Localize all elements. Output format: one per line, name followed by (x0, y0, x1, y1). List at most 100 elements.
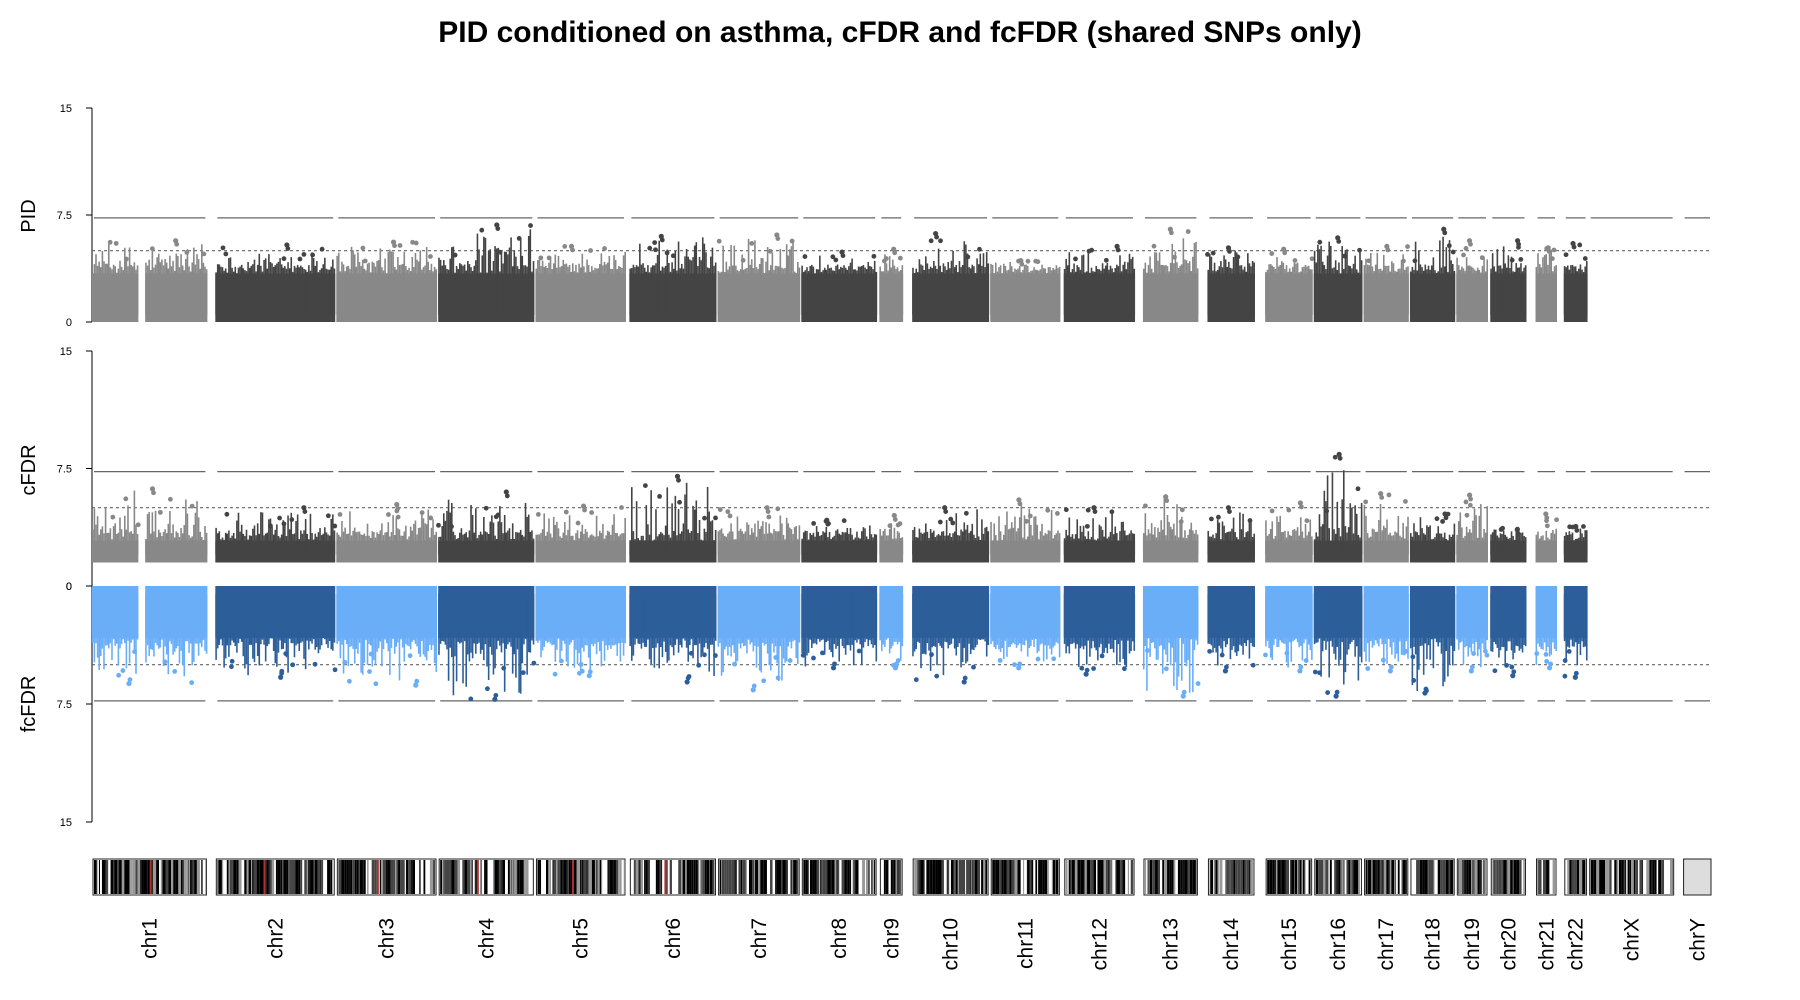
ideogram-band (262, 860, 265, 894)
ideogram-band (1422, 860, 1425, 894)
snp-point (602, 246, 607, 251)
ideogram-band (1623, 860, 1626, 894)
snp-peak-point (1442, 511, 1448, 517)
ideogram-band (594, 860, 596, 894)
ideogram-band (726, 860, 729, 894)
snp-point (362, 258, 368, 264)
ideogram-band (1386, 860, 1389, 894)
ideogram-band (1020, 860, 1021, 894)
snp-point (419, 510, 425, 516)
ideogram-band (429, 860, 434, 894)
snp-point (319, 246, 325, 252)
snp-peak-point (1092, 509, 1098, 514)
snp-peak-point (580, 503, 587, 509)
snp-point (950, 520, 956, 526)
ideogram-band (295, 860, 299, 894)
ideogram-band (191, 860, 193, 894)
y-tick-label: 7.5 (57, 464, 72, 476)
snp-band (912, 273, 990, 322)
ideogram-band (1417, 860, 1420, 894)
ideogram-band (1127, 860, 1129, 894)
ideogram-band (1286, 860, 1290, 894)
ideogram-band (601, 860, 603, 894)
snp-point (1484, 652, 1490, 658)
ideogram-band (920, 860, 924, 894)
ideogram-band (770, 860, 773, 894)
snp-peak-point (301, 505, 307, 511)
ideogram-band (1110, 860, 1112, 894)
snp-point (820, 650, 825, 656)
ideogram-band (1371, 860, 1373, 894)
ideogram-band (140, 860, 142, 894)
ideogram-band (1187, 860, 1190, 894)
snp-peak-point (1511, 669, 1517, 675)
snp-point (589, 510, 595, 515)
ideogram-band (1380, 860, 1383, 894)
ideogram-band (1144, 860, 1147, 894)
snp-peak-point (1468, 668, 1474, 674)
ideogram-band (467, 860, 470, 894)
y-tick-label: 0 (66, 581, 72, 593)
ideogram-chr1 (92, 858, 207, 896)
ideogram-band (563, 860, 567, 894)
snp-peak-point (1016, 665, 1022, 671)
ideogram-band (1267, 860, 1270, 894)
ideogram-band (745, 860, 747, 894)
snp-point (310, 252, 315, 258)
chromosome-label: chr20 (1497, 918, 1520, 971)
snp-point (833, 257, 839, 263)
snp-point (1091, 666, 1096, 671)
ideogram-band (182, 860, 185, 894)
ideogram-band (859, 860, 863, 894)
ideogram-band (858, 860, 860, 894)
ideogram-band (728, 860, 732, 894)
ideogram-band (1291, 860, 1295, 894)
ideogram-band (393, 860, 396, 894)
ideogram-chrX (1589, 858, 1675, 896)
ideogram-band (1031, 860, 1034, 894)
ideogram-band (1493, 860, 1496, 894)
snp-point (1365, 666, 1371, 671)
ideogram-chr2 (215, 858, 335, 896)
ideogram-band (807, 860, 809, 894)
ideogram-band (1350, 860, 1352, 894)
ideogram-band (892, 860, 894, 894)
ideogram-band (130, 860, 132, 894)
snp-peak-point (1017, 501, 1023, 507)
snp-point (501, 665, 507, 671)
ideogram-band (844, 860, 847, 894)
ideogram-band (228, 860, 230, 894)
ideogram-band (643, 860, 645, 894)
ideogram-band (893, 860, 896, 894)
snp-point (1342, 253, 1347, 259)
snp-point (538, 255, 544, 261)
ideogram-band (188, 860, 191, 894)
ideogram-band (613, 860, 616, 894)
ideogram-band (113, 860, 115, 894)
ideogram-band (1341, 860, 1344, 894)
ideogram-band (961, 860, 966, 894)
snp-point (575, 520, 581, 526)
ideogram-band (709, 860, 710, 894)
ideogram-band (635, 860, 639, 894)
snp-point (332, 523, 338, 529)
ideogram-band (992, 860, 995, 894)
ideogram-band (233, 860, 237, 894)
snp-peak-point (942, 505, 948, 511)
ideogram-band (293, 860, 296, 894)
snp-peak-point (1571, 244, 1577, 250)
snp-peak-point (1282, 250, 1288, 256)
chromosome-label: chr8 (828, 918, 851, 959)
ideogram-band (947, 860, 950, 894)
ideogram-band (511, 860, 514, 894)
ideogram-band (411, 860, 413, 894)
ideogram-band (1437, 860, 1441, 894)
snp-point (1482, 648, 1488, 654)
snp-point (1463, 246, 1469, 251)
snp-point (1250, 662, 1256, 668)
ideogram-band (820, 860, 823, 894)
ideogram-band (1277, 860, 1281, 894)
ideogram-band (566, 860, 568, 894)
ideogram-band (966, 860, 969, 894)
snp-point (800, 652, 806, 658)
